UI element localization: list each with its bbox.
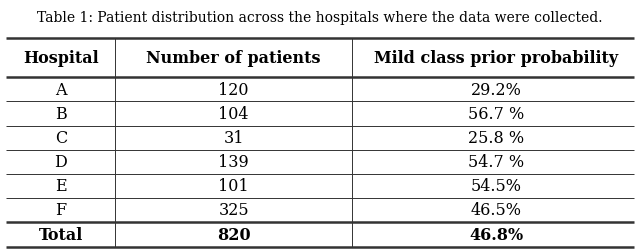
Text: Hospital: Hospital	[23, 50, 99, 67]
Text: A: A	[55, 82, 67, 99]
Text: D: D	[54, 153, 67, 170]
Text: Total: Total	[38, 226, 83, 243]
Text: 31: 31	[223, 130, 244, 146]
Text: 139: 139	[218, 153, 249, 170]
Text: 56.7 %: 56.7 %	[468, 106, 524, 122]
Text: 46.5%: 46.5%	[470, 201, 522, 218]
Text: 29.2%: 29.2%	[470, 82, 522, 99]
Text: 54.5%: 54.5%	[470, 177, 522, 194]
Text: Number of patients: Number of patients	[147, 50, 321, 67]
Text: Mild class prior probability: Mild class prior probability	[374, 50, 618, 67]
Text: 46.8%: 46.8%	[469, 226, 523, 243]
Text: C: C	[54, 130, 67, 146]
Text: 54.7 %: 54.7 %	[468, 153, 524, 170]
Text: F: F	[55, 201, 67, 218]
Text: 120: 120	[218, 82, 249, 99]
Text: Table 1: Patient distribution across the hospitals where the data were collected: Table 1: Patient distribution across the…	[37, 11, 603, 25]
Text: 25.8 %: 25.8 %	[468, 130, 524, 146]
Text: 325: 325	[218, 201, 249, 218]
Text: B: B	[55, 106, 67, 122]
Text: 820: 820	[217, 226, 250, 243]
Text: E: E	[55, 177, 67, 194]
Text: 101: 101	[218, 177, 249, 194]
Text: 104: 104	[218, 106, 249, 122]
